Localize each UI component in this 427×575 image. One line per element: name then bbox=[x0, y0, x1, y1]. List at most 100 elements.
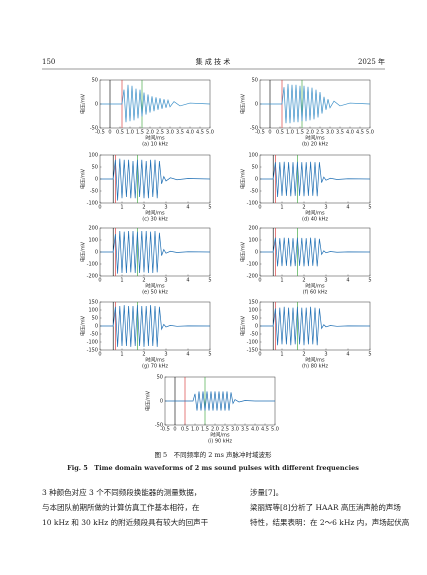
x-tick-label: 2.5 bbox=[221, 427, 229, 433]
x-tick-label: -0.5 bbox=[160, 427, 170, 433]
y-tick-label: 150 bbox=[88, 300, 98, 306]
waveform bbox=[260, 306, 371, 346]
x-tick-label: 5 bbox=[208, 352, 211, 358]
x-tick-label: 5 bbox=[208, 205, 211, 211]
x-tick-label: 2.0 bbox=[146, 130, 154, 136]
y-tick-label: 100 bbox=[88, 238, 98, 244]
x-tick-label: 4.0 bbox=[251, 427, 259, 433]
x-axis-label: 时间/ms bbox=[305, 283, 325, 290]
x-tick-label: 4.5 bbox=[196, 130, 204, 136]
y-tick-label: -100 bbox=[247, 201, 258, 207]
body-line: 10 kHz 和 30 kHz 的附近频段具有较大的回声干 bbox=[42, 517, 209, 527]
y-tick-label: 200 bbox=[248, 226, 258, 232]
x-tick-label: 4.0 bbox=[186, 130, 194, 136]
x-tick-label: 2 bbox=[142, 205, 145, 211]
x-tick-label: 3 bbox=[164, 352, 167, 358]
y-tick-label: -150 bbox=[247, 348, 258, 354]
body-line: 梁丽辉等[8]分析了 HAAR 高压消声舱的声场 bbox=[250, 502, 401, 512]
x-tick-label: -0.5 bbox=[95, 130, 105, 136]
y-axis-label: 电压/mV bbox=[80, 168, 87, 189]
y-tick-label: 50 bbox=[252, 78, 258, 84]
y-tick-label: -50 bbox=[155, 423, 163, 429]
year: 2025 年 bbox=[358, 57, 385, 66]
x-tick-label: 2 bbox=[302, 278, 305, 284]
y-tick-label: 50 bbox=[157, 375, 163, 381]
y-tick-label: 0 bbox=[95, 177, 98, 183]
x-tick-label: 5 bbox=[368, 205, 371, 211]
chart-caption: (d) 40 kHz bbox=[302, 217, 328, 223]
x-tick-label: -0.5 bbox=[255, 130, 265, 136]
y-tick-label: 100 bbox=[248, 238, 258, 244]
x-tick-label: 3.5 bbox=[176, 130, 184, 136]
x-tick-label: 1 bbox=[280, 352, 283, 358]
y-tick-label: 100 bbox=[88, 308, 98, 314]
y-tick-label: 200 bbox=[88, 226, 98, 232]
y-tick-label: 0 bbox=[95, 324, 98, 330]
x-tick-label: 3.5 bbox=[336, 130, 344, 136]
x-tick-label: 1.0 bbox=[191, 427, 199, 433]
x-axis-label: 时间/ms bbox=[145, 357, 165, 364]
x-tick-label: 1.0 bbox=[126, 130, 134, 136]
chart-caption: (g) 70 kHz bbox=[142, 364, 168, 370]
y-tick-label: 0 bbox=[95, 102, 98, 108]
x-tick-label: 3 bbox=[164, 278, 167, 284]
x-tick-label: 0 bbox=[98, 278, 101, 284]
x-tick-label: 3 bbox=[324, 352, 327, 358]
x-tick-label: 4 bbox=[346, 278, 349, 284]
x-tick-label: 1 bbox=[120, 278, 123, 284]
x-tick-label: 0 bbox=[258, 205, 261, 211]
x-tick-label: 5 bbox=[368, 278, 371, 284]
y-tick-label: 0 bbox=[255, 102, 258, 108]
y-axis-label: 电压/mV bbox=[80, 241, 87, 262]
y-axis-label: 电压/mV bbox=[145, 390, 152, 411]
x-tick-label: 0 bbox=[108, 130, 111, 136]
x-axis-label: 时间/ms bbox=[210, 432, 230, 439]
y-tick-label: 50 bbox=[252, 316, 258, 322]
x-tick-label: 0.5 bbox=[181, 427, 189, 433]
x-axis-label: 时间/ms bbox=[305, 357, 325, 364]
x-tick-label: 0 bbox=[98, 352, 101, 358]
y-tick-label: 100 bbox=[88, 153, 98, 159]
y-tick-label: -200 bbox=[87, 274, 98, 280]
waveform bbox=[100, 230, 211, 274]
chart-caption: (b) 20 kHz bbox=[302, 142, 328, 148]
figure-caption-en: Fig. 5 Time domain waveforms of 2 ms sou… bbox=[67, 464, 359, 472]
y-tick-label: 100 bbox=[248, 308, 258, 314]
x-tick-label: 2 bbox=[302, 352, 305, 358]
y-axis-label: 电压/mV bbox=[80, 93, 87, 114]
x-tick-label: 2 bbox=[302, 205, 305, 211]
x-tick-label: 0 bbox=[98, 205, 101, 211]
x-tick-label: 4 bbox=[346, 205, 349, 211]
waveform bbox=[260, 237, 371, 267]
x-axis-label: 时间/ms bbox=[145, 283, 165, 290]
x-tick-label: 5.0 bbox=[366, 130, 374, 136]
x-tick-label: 5.0 bbox=[206, 130, 214, 136]
y-tick-label: -100 bbox=[87, 262, 98, 268]
x-axis-label: 时间/ms bbox=[145, 210, 165, 217]
chart-caption: (h) 80 kHz bbox=[302, 364, 328, 370]
y-tick-label: 100 bbox=[248, 153, 258, 159]
y-tick-label: -50 bbox=[90, 332, 98, 338]
body-line: 特性，结果表明：在 2～6 kHz 内，声场起伏高 bbox=[250, 517, 410, 527]
waveform bbox=[100, 158, 211, 201]
x-tick-label: 3.0 bbox=[166, 130, 174, 136]
figure-caption-cn: 图 5 不同频率的 2 ms 声脉冲时域波形 bbox=[154, 450, 272, 459]
x-tick-label: 0.5 bbox=[276, 130, 284, 136]
x-tick-label: 1 bbox=[120, 205, 123, 211]
x-axis-label: 时间/ms bbox=[305, 210, 325, 217]
waveform bbox=[260, 161, 371, 198]
y-tick-label: -50 bbox=[250, 189, 258, 195]
y-tick-label: -100 bbox=[87, 340, 98, 346]
chart-caption: (i) 90 kHz bbox=[208, 439, 232, 445]
y-tick-label: -50 bbox=[250, 126, 258, 132]
x-tick-label: 5.0 bbox=[271, 427, 279, 433]
y-tick-label: 0 bbox=[255, 324, 258, 330]
x-tick-label: 3.0 bbox=[231, 427, 239, 433]
waveform bbox=[100, 84, 211, 123]
x-tick-label: 2.0 bbox=[211, 427, 219, 433]
y-tick-label: -100 bbox=[87, 201, 98, 207]
y-tick-label: 0 bbox=[255, 177, 258, 183]
x-tick-label: 3.5 bbox=[241, 427, 249, 433]
x-tick-label: 0.5 bbox=[116, 130, 124, 136]
